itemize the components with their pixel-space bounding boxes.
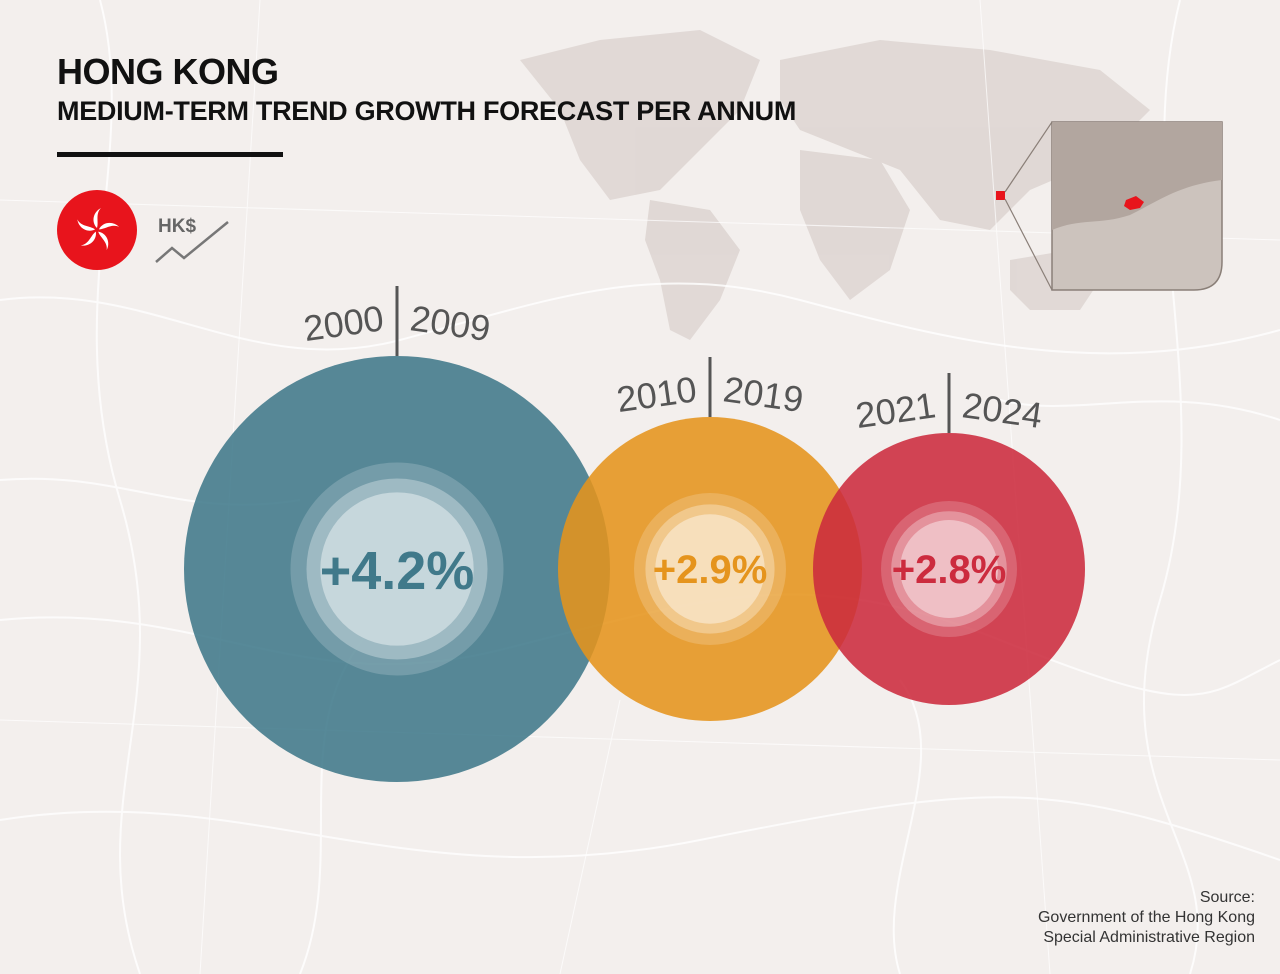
bubble-glow xyxy=(891,511,1007,627)
page-title: HONG KONG xyxy=(57,51,279,92)
bubble-circle xyxy=(184,356,610,782)
continent-north-america xyxy=(520,30,760,200)
bubble-glow xyxy=(655,514,765,624)
bubble-2000-2009: +4.2% xyxy=(184,356,610,782)
period-end-label: 2024 xyxy=(960,384,1045,436)
period-start-label: 2021 xyxy=(853,384,938,436)
trend-line-icon xyxy=(155,221,229,263)
source-label: Source: xyxy=(1199,889,1255,906)
bubble-value-label: +2.8% xyxy=(892,548,1007,592)
bubble-glow xyxy=(290,462,504,676)
source-line-3: Special Administrative Region xyxy=(1043,929,1255,946)
period-start-label: 2000 xyxy=(301,297,386,349)
period-end-label: 2009 xyxy=(408,297,493,349)
bubble-glow xyxy=(306,478,488,660)
bubble-glow xyxy=(900,520,998,618)
bubble-value-label: +2.9% xyxy=(653,548,768,592)
bubble-circle xyxy=(813,433,1085,705)
bubble-glow xyxy=(881,501,1017,637)
title-divider xyxy=(57,152,283,157)
period-start-label: 2010 xyxy=(614,368,699,420)
bubble-value-label: +4.2% xyxy=(320,541,475,601)
continent-south-america xyxy=(645,200,740,340)
bubble-glow xyxy=(320,492,474,646)
hong-kong-flag-icon xyxy=(57,190,137,270)
bubble-glow xyxy=(645,504,775,634)
currency-label: HK$ xyxy=(158,216,197,237)
source-line-2: Government of the Hong Kong xyxy=(1037,909,1255,926)
continent-eurasia xyxy=(780,40,1150,230)
bubble-circle xyxy=(558,417,862,721)
inset-map xyxy=(996,121,1223,291)
source-note: Source: Government of the Hong Kong Spec… xyxy=(1038,888,1255,948)
title-block: HONG KONG MEDIUM-TERM TREND GROWTH FOREC… xyxy=(57,52,796,128)
bubble-2010-2019: +2.9% xyxy=(558,417,862,721)
period-end-label: 2019 xyxy=(721,368,806,420)
page-subtitle: MEDIUM-TERM TREND GROWTH FORECAST PER AN… xyxy=(57,96,797,126)
bubble-glow xyxy=(634,493,786,645)
continent-africa xyxy=(800,150,910,300)
bubble-2021-2024: +2.8% xyxy=(813,433,1085,705)
